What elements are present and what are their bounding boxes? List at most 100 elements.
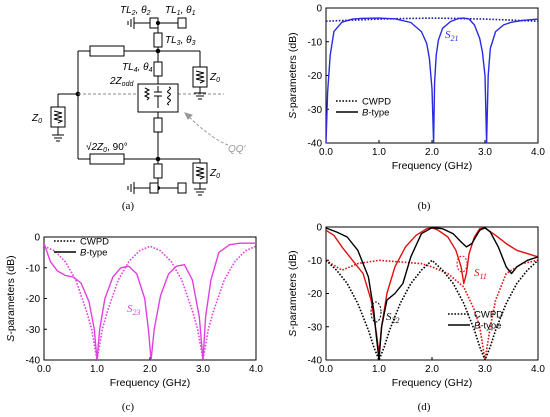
label-z0-left: Z0 — [31, 113, 42, 125]
series-line-cwpd-s11 — [326, 259, 538, 360]
y-axis-label-rest: -parameters (dB) — [5, 255, 17, 334]
legend-label-italic: B — [362, 108, 369, 119]
label-sqrt2z0: √2Z0, 90° — [86, 141, 128, 154]
panel-label-b: (b) — [418, 200, 431, 212]
legend-label-italic: B — [80, 248, 87, 259]
y-tick-label: -30 — [308, 322, 323, 333]
series-group — [326, 227, 538, 360]
y-tick-label: -20 — [308, 71, 323, 82]
annotation-sub: 23 — [133, 308, 141, 317]
series-line-cwpd — [44, 245, 256, 360]
z0-resistor-left — [50, 106, 66, 128]
legend-label-italic: B — [474, 321, 481, 332]
y-tick-label: -30 — [308, 105, 323, 116]
legend-label: B-type — [474, 321, 501, 332]
y-tick-label: 0 — [316, 4, 322, 15]
legend-label: CWPD — [80, 237, 109, 248]
x-tick-label: 2.0 — [425, 364, 439, 375]
series-line-b-type-s11 — [326, 227, 538, 355]
tl4-line-lower — [153, 117, 163, 133]
x-tick-label: 0.0 — [319, 364, 333, 375]
y-axis-label-italic: S — [5, 335, 17, 342]
legend-label: B-type — [362, 108, 389, 119]
annotation-label: S21 — [445, 29, 459, 43]
legend-label: B-type — [80, 248, 107, 259]
x-tick-label: 2.0 — [143, 364, 157, 375]
x-tick-label: 0.0 — [37, 364, 51, 375]
annotation-sub: 21 — [451, 34, 459, 43]
annotation-label: S23 — [127, 303, 141, 317]
label-tl2: TL2, θ2 — [120, 5, 151, 17]
y-axis-label-italic: S — [287, 112, 299, 119]
x-tick-label: 1.0 — [372, 147, 386, 158]
label-z0-bottom: Z0 — [209, 168, 220, 180]
x-axis-label: Frequency (GHz) — [110, 377, 191, 389]
x-tick-label: 4.0 — [531, 147, 545, 158]
tl1-stub — [177, 17, 187, 29]
schematic-panel-a — [50, 17, 229, 196]
x-tick-label: 0.0 — [319, 147, 333, 158]
legend-label: CWPD — [362, 97, 391, 108]
annotation-sub: 11 — [480, 272, 487, 281]
y-tick-label: -10 — [308, 37, 323, 48]
series-line-cwpd-s22 — [326, 259, 538, 360]
chart-panel-c: 0.0 1.0 2.0 3.0 4.0 0 -10 -20 -30 -40 Frequency (G… — [5, 233, 263, 390]
x-tick-label: 4.0 — [249, 364, 263, 375]
x-tick-label: 3.0 — [196, 364, 210, 375]
annotation-main: S — [127, 303, 133, 315]
chart-panel-b: 0.0 1.0 2.0 3.0 4.0 0 -10 -20 -30 -40 Frequency (G… — [287, 4, 545, 173]
y-axis-label-rest: -parameters (dB) — [287, 32, 299, 111]
series-line-b-type — [326, 17, 538, 143]
label-tl3: TL3, θ3 — [165, 35, 196, 47]
y-axis-label-rest: -parameters (dB) — [287, 250, 299, 329]
legend-label: CWPD — [474, 310, 503, 321]
z0-resistor-top — [192, 66, 208, 88]
y-tick-label: -30 — [26, 325, 41, 336]
sqrt2-line-top — [89, 45, 125, 57]
annotation-ellipse-s22 — [370, 301, 382, 323]
panel-label-a: (a) — [122, 200, 135, 212]
annotation-sub: 22 — [392, 316, 400, 325]
y-tick-label: -40 — [308, 139, 323, 150]
series-group — [44, 242, 256, 360]
annotation-main: S — [474, 267, 480, 279]
panel-label-c: (c) — [122, 401, 135, 413]
z0-resistor-bottom — [192, 162, 208, 184]
annotation-label: S22 — [386, 311, 400, 325]
label-2zodd: 2Zodd — [109, 76, 134, 88]
x-tick-label: 4.0 — [531, 364, 545, 375]
annotation-label: S11 — [474, 267, 487, 281]
y-tick-label: -40 — [308, 356, 323, 367]
annotation-main: S — [445, 29, 451, 41]
y-tick-label: 0 — [316, 223, 322, 234]
y-axis-label: S-parameters (dB) — [5, 255, 17, 341]
plot-frame — [325, 226, 539, 361]
series-line-b-type-s22 — [326, 227, 538, 360]
tl4-line — [153, 61, 163, 77]
tl3-line-lower — [153, 163, 163, 179]
y-axis-label: S-parameters (dB) — [287, 250, 299, 336]
x-axis-label: Frequency (GHz) — [392, 160, 473, 172]
panel-label-d: (d) — [418, 401, 431, 413]
series-line-cwpd — [326, 17, 538, 22]
y-tick-label: -40 — [26, 356, 41, 367]
x-tick-label: 3.0 — [478, 147, 492, 158]
annotation-ellipse-s11 — [456, 255, 468, 273]
label-qq: QQ′ — [228, 144, 247, 155]
x-tick-label: 3.0 — [478, 364, 492, 375]
y-tick-label: 0 — [34, 233, 40, 244]
x-axis-label: Frequency (GHz) — [392, 377, 473, 389]
chart-panel-d: 0.0 1.0 2.0 3.0 4.0 0 -10 -20 -30 -40 Frequency (G… — [287, 223, 545, 390]
sqrt2-line-bottom — [89, 153, 125, 165]
legend-label-rest: -type — [86, 248, 107, 259]
label-z0-top: Z0 — [209, 72, 220, 84]
schematic-labels: TL2, θ2 TL1, θ1 TL3, θ3 TL4, θ4 2Zodd Z0… — [31, 5, 247, 180]
x-tick-label: 2.0 — [425, 147, 439, 158]
label-tl4: TL4, θ4 — [122, 62, 153, 74]
x-tick-label: 1.0 — [90, 364, 104, 375]
tl3-line — [153, 32, 163, 48]
label-tl1: TL1, θ1 — [165, 5, 196, 17]
legend-label-rest: -type — [368, 108, 389, 119]
y-tick-label: -20 — [26, 294, 41, 305]
y-axis-label: S-parameters (dB) — [287, 32, 299, 118]
